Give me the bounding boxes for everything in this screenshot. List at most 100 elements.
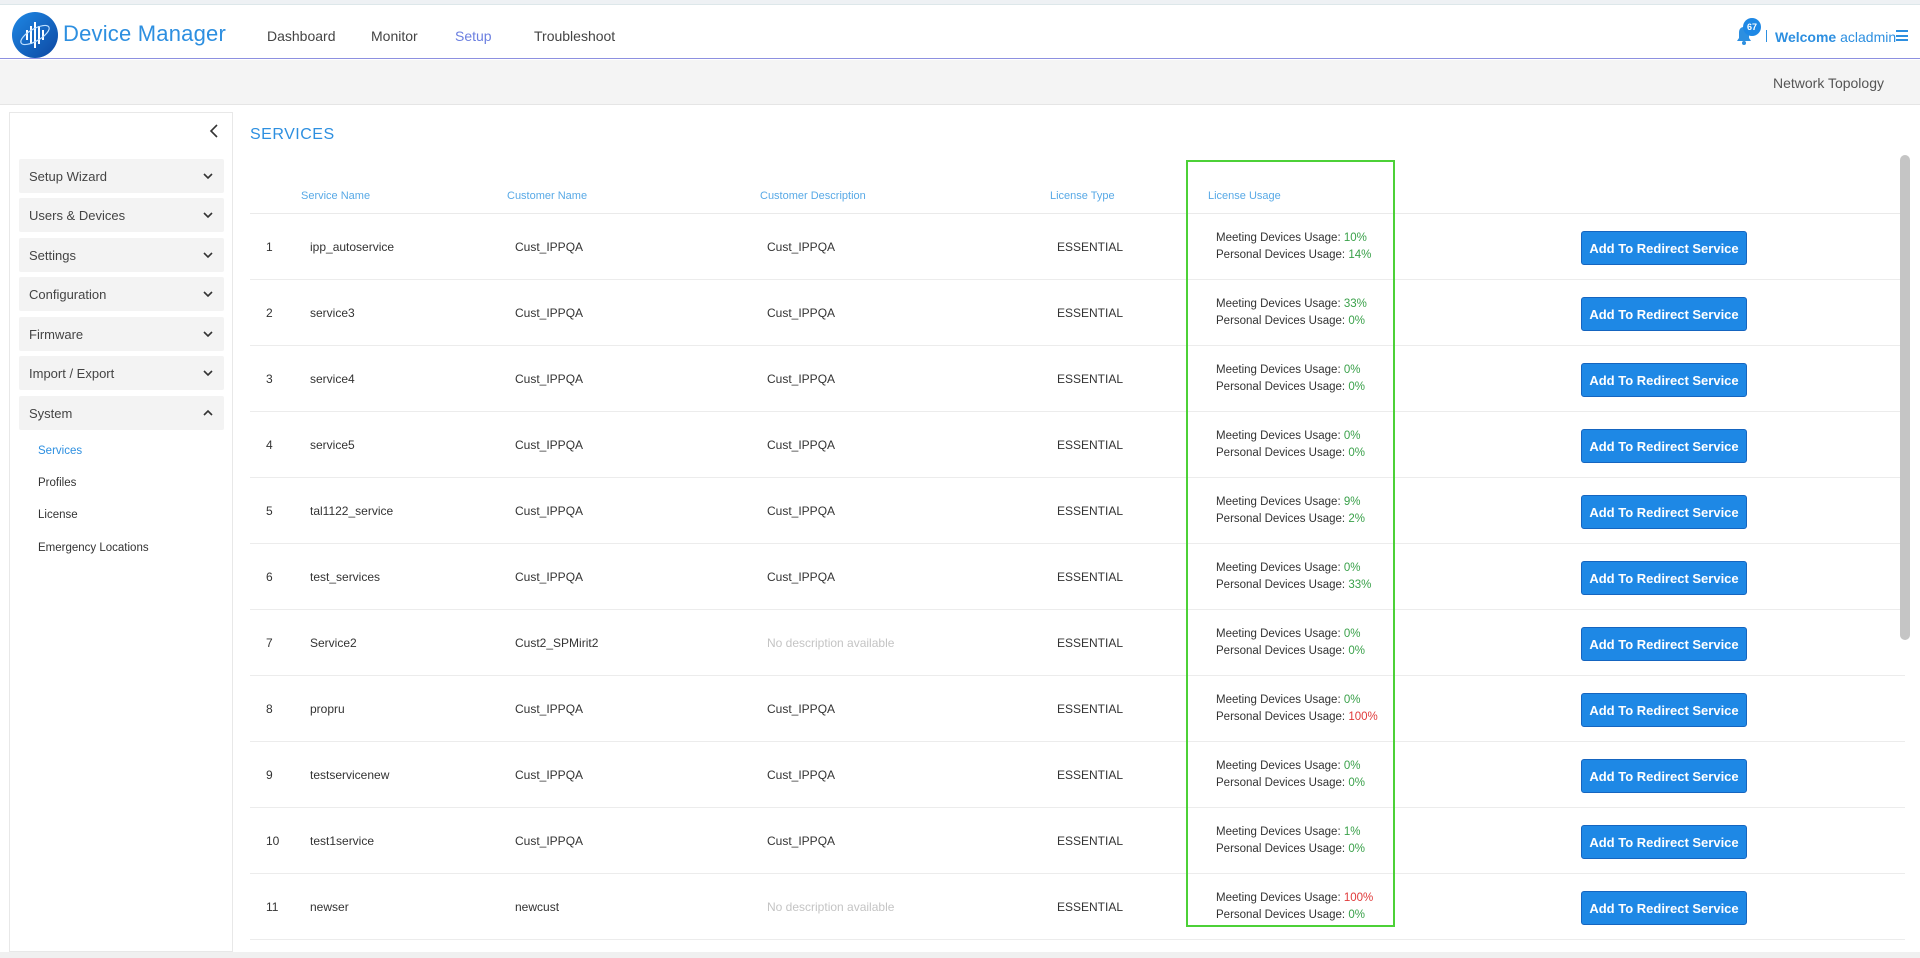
- add-to-redirect-service-button[interactable]: Add To Redirect Service: [1581, 759, 1747, 793]
- meeting-usage-label: Meeting Devices Usage:: [1216, 628, 1341, 640]
- add-to-redirect-service-button[interactable]: Add To Redirect Service: [1581, 231, 1747, 265]
- service-name-cell: Service2: [310, 636, 357, 650]
- meeting-usage: Meeting Devices Usage: 0%: [1216, 560, 1371, 577]
- meeting-usage-label: Meeting Devices Usage:: [1216, 364, 1341, 376]
- customer-description-cell: Cust_IPPQA: [767, 570, 836, 584]
- collapse-sidebar-icon[interactable]: [206, 123, 222, 139]
- meeting-usage: Meeting Devices Usage: 0%: [1216, 758, 1365, 775]
- meeting-usage-label: Meeting Devices Usage:: [1216, 826, 1341, 838]
- column-header-service-name[interactable]: Service Name: [301, 190, 371, 202]
- personal-usage-label: Personal Devices Usage:: [1216, 711, 1346, 723]
- sidebar-item-profiles[interactable]: Profiles: [38, 477, 77, 489]
- service-name-cell: newser: [310, 900, 349, 914]
- personal-usage-value: 0%: [1348, 447, 1365, 459]
- sidebar-group-import-export[interactable]: Import / Export: [19, 356, 224, 390]
- table-row: 10 test1service Cust_IPPQA Cust_IPPQA ESSENT…: [250, 808, 1905, 874]
- username: acladmin: [1840, 29, 1897, 45]
- hamburger-menu-icon[interactable]: [1896, 30, 1908, 41]
- meeting-usage-label: Meeting Devices Usage:: [1216, 496, 1341, 508]
- table-row: 7 Service2 Cust2_SPMirit2 No description av…: [250, 610, 1905, 676]
- service-name-cell: propru: [310, 702, 345, 716]
- nav-monitor[interactable]: Monitor: [371, 28, 418, 44]
- sidebar-group-settings[interactable]: Settings: [19, 238, 224, 272]
- personal-usage: Personal Devices Usage: 0%: [1216, 907, 1373, 924]
- row-number: 11: [266, 900, 279, 914]
- welcome-user[interactable]: Welcome acladmin: [1775, 29, 1896, 45]
- personal-usage: Personal Devices Usage: 0%: [1216, 643, 1365, 660]
- chevron-down-icon: [203, 252, 213, 259]
- table-row: 6 test_services Cust_IPPQA Cust_IPPQA ESSENT…: [250, 544, 1905, 610]
- sidebar-group-configuration[interactable]: Configuration: [19, 277, 224, 311]
- customer-description-cell: Cust_IPPQA: [767, 372, 836, 386]
- meeting-usage-value: 1%: [1343, 826, 1361, 838]
- license-usage-cell: Meeting Devices Usage: 100% Personal Devi…: [1216, 890, 1373, 924]
- sidebar: Setup Wizard Users & Devices Settings Co…: [9, 112, 233, 952]
- nav-setup[interactable]: Setup: [455, 28, 492, 44]
- sidebar-item-services[interactable]: Services: [38, 445, 83, 457]
- personal-usage: Personal Devices Usage: 0%: [1216, 775, 1365, 792]
- customer-description-cell: Cust_IPPQA: [767, 702, 836, 716]
- sidebar-item-license[interactable]: License: [38, 509, 78, 521]
- network-topology-link[interactable]: Network Topology: [1772, 75, 1884, 91]
- sub-toolbar: Network Topology: [0, 60, 1920, 105]
- add-to-redirect-service-button[interactable]: Add To Redirect Service: [1581, 495, 1747, 529]
- add-to-redirect-service-button[interactable]: Add To Redirect Service: [1581, 891, 1747, 925]
- chevron-down-icon: [203, 212, 213, 219]
- license-usage-cell: Meeting Devices Usage: 0% Personal Device…: [1216, 692, 1378, 726]
- column-header-license-usage[interactable]: License Usage: [1208, 190, 1281, 202]
- license-type-cell: ESSENTIAL: [1057, 636, 1124, 650]
- add-to-redirect-service-button[interactable]: Add To Redirect Service: [1581, 297, 1747, 331]
- table-row: 1 ipp_autoservice Cust_IPPQA Cust_IPPQA ESSE…: [250, 214, 1905, 280]
- sidebar-group-label: Setup Wizard: [29, 169, 108, 184]
- personal-usage-value: 14%: [1348, 249, 1372, 261]
- sidebar-group-label: Firmware: [29, 327, 84, 342]
- header-separator: [1766, 30, 1767, 42]
- license-type-cell: ESSENTIAL: [1057, 372, 1124, 386]
- column-header-customer-name[interactable]: Customer Name: [507, 190, 588, 202]
- personal-usage-value: 2%: [1348, 513, 1365, 525]
- column-header-license-type[interactable]: License Type: [1050, 190, 1115, 202]
- row-number: 4: [266, 438, 273, 452]
- meeting-usage: Meeting Devices Usage: 0%: [1216, 626, 1365, 643]
- add-to-redirect-service-button[interactable]: Add To Redirect Service: [1581, 825, 1747, 859]
- app-title: Device Manager: [63, 21, 226, 46]
- personal-usage-value: 0%: [1348, 909, 1365, 921]
- scrollbar-thumb[interactable]: [1900, 155, 1910, 640]
- nav-dashboard[interactable]: Dashboard: [267, 28, 336, 44]
- sidebar-group-system[interactable]: System: [19, 396, 224, 430]
- customer-description-cell: Cust_IPPQA: [767, 306, 836, 320]
- app-logo-icon[interactable]: [12, 12, 58, 58]
- row-number: 1: [266, 240, 273, 254]
- add-to-redirect-service-button[interactable]: Add To Redirect Service: [1581, 627, 1747, 661]
- meeting-usage-value: 0%: [1343, 760, 1361, 772]
- sidebar-group-users-devices[interactable]: Users & Devices: [19, 198, 224, 232]
- sidebar-group-label: Settings: [29, 248, 76, 263]
- customer-description-cell: Cust_IPPQA: [767, 834, 836, 848]
- license-type-cell: ESSENTIAL: [1057, 702, 1124, 716]
- meeting-usage-value: 0%: [1343, 562, 1361, 574]
- chevron-down-icon: [203, 291, 213, 298]
- add-to-redirect-service-button[interactable]: Add To Redirect Service: [1581, 561, 1747, 595]
- sidebar-group-firmware[interactable]: Firmware: [19, 317, 224, 351]
- customer-description-cell: Cust_IPPQA: [767, 504, 836, 518]
- service-name-cell: service3: [310, 306, 355, 320]
- sidebar-item-emergency-locations[interactable]: Emergency Locations: [38, 542, 149, 554]
- table-row: 3 service4 Cust_IPPQA Cust_IPPQA ESSENTIAL Me…: [250, 346, 1905, 412]
- license-type-cell: ESSENTIAL: [1057, 834, 1124, 848]
- service-name-cell: test_services: [310, 570, 381, 584]
- add-to-redirect-service-button[interactable]: Add To Redirect Service: [1581, 429, 1747, 463]
- nav-troubleshoot[interactable]: Troubleshoot: [534, 28, 616, 44]
- sidebar-group-setup-wizard[interactable]: Setup Wizard: [19, 159, 224, 193]
- meeting-usage-value: 0%: [1343, 628, 1361, 640]
- sidebar-group-label: Users & Devices: [29, 208, 126, 223]
- license-type-cell: ESSENTIAL: [1057, 768, 1124, 782]
- meeting-usage-label: Meeting Devices Usage:: [1216, 892, 1341, 904]
- personal-usage-label: Personal Devices Usage:: [1216, 909, 1346, 921]
- license-usage-cell: Meeting Devices Usage: 33% Personal Devic…: [1216, 296, 1367, 330]
- add-to-redirect-service-button[interactable]: Add To Redirect Service: [1581, 693, 1747, 727]
- add-to-redirect-service-button[interactable]: Add To Redirect Service: [1581, 363, 1747, 397]
- meeting-usage-label: Meeting Devices Usage:: [1216, 694, 1341, 706]
- meeting-usage-value: 0%: [1343, 364, 1361, 376]
- column-header-customer-description[interactable]: Customer Description: [760, 190, 866, 202]
- customer-name-cell: Cust2_SPMirit2: [515, 636, 599, 650]
